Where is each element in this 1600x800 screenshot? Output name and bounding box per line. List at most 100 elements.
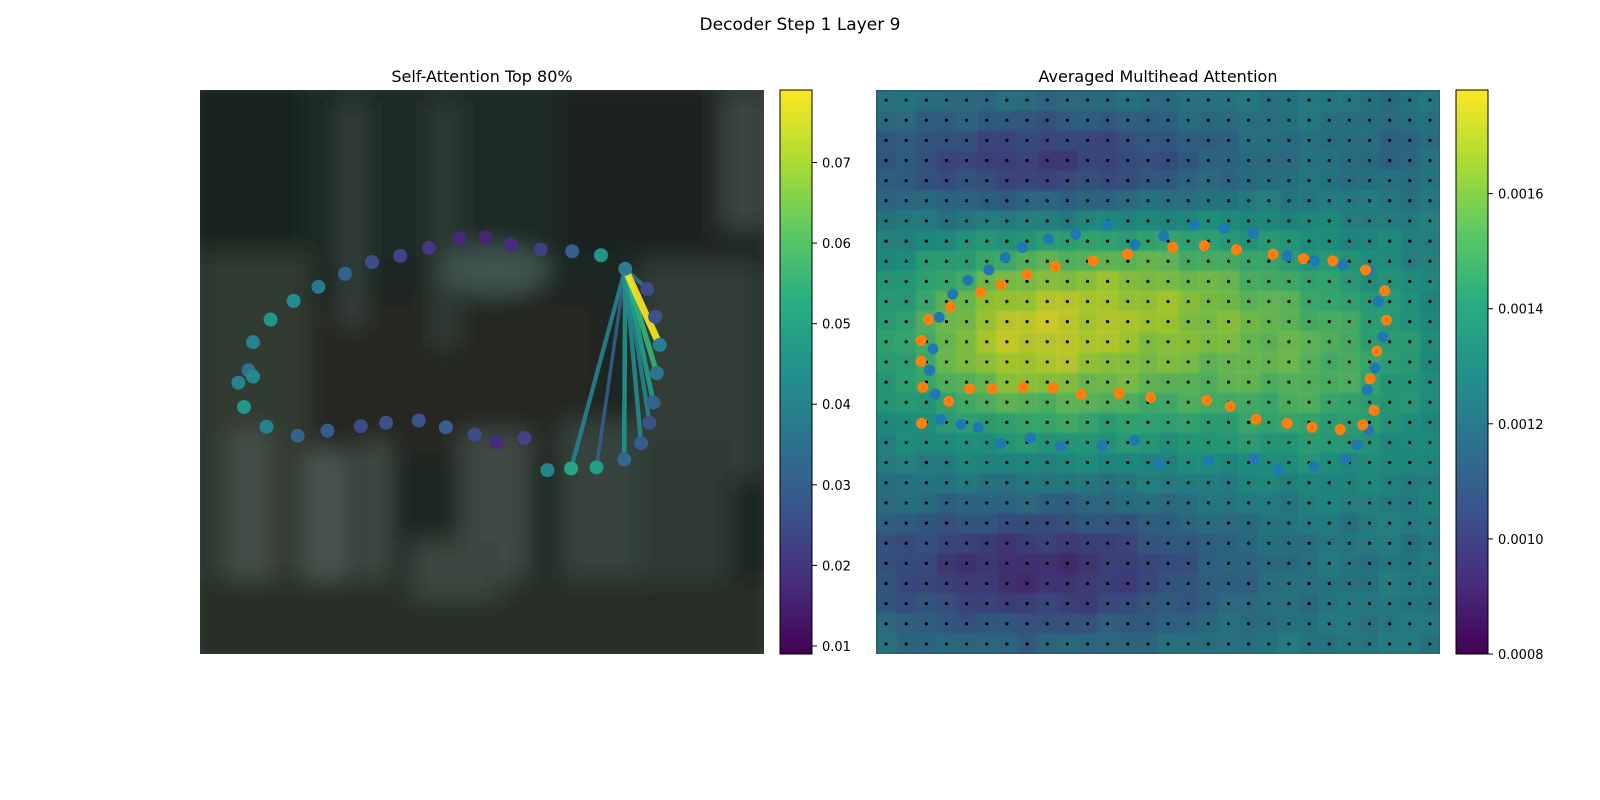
grid-dot	[884, 158, 888, 163]
grid-dot	[1186, 400, 1190, 404]
grid-dot	[1146, 521, 1150, 525]
grid-dot	[1367, 199, 1372, 203]
blue-point	[924, 364, 936, 376]
grid-dot	[1226, 501, 1231, 505]
sequence-point	[517, 430, 532, 445]
grid-dot	[1146, 622, 1150, 626]
grid-dot	[884, 279, 888, 283]
grid-dot	[1267, 400, 1271, 404]
grid-dot	[1327, 440, 1331, 445]
grid-dot	[1367, 98, 1372, 102]
grid-dot	[1065, 239, 1069, 243]
grid-dot	[1085, 420, 1090, 424]
grid-dot	[1327, 279, 1331, 283]
orange-point	[1049, 261, 1061, 273]
grid-dot	[1367, 501, 1372, 505]
grid-dot	[1267, 299, 1271, 304]
grid-dot	[1408, 602, 1412, 606]
grid-dot	[1388, 239, 1392, 243]
grid-dot	[1347, 299, 1351, 304]
grid-dot	[1005, 380, 1009, 384]
sequence-point	[246, 369, 261, 384]
blue-point	[1351, 439, 1363, 451]
grid-dot	[1166, 360, 1170, 364]
grid-dot	[944, 179, 949, 183]
grid-dot	[1388, 259, 1392, 263]
grid-dot	[1065, 98, 1069, 102]
orange-point	[1380, 314, 1392, 326]
grid-dot	[1206, 481, 1210, 485]
grid-dot	[1388, 299, 1392, 304]
grid-dot	[904, 219, 908, 223]
blurred-photo-background	[200, 90, 764, 654]
grid-dot	[1226, 340, 1231, 344]
grid-dot	[1146, 138, 1150, 142]
grid-dot	[904, 279, 908, 283]
grid-dot	[1206, 320, 1210, 324]
orange-point	[1201, 394, 1213, 406]
grid-dot	[1388, 602, 1392, 606]
grid-dot	[1388, 581, 1392, 586]
grid-dot	[1146, 561, 1150, 565]
grid-dot	[884, 360, 888, 364]
grid-dot	[1005, 239, 1009, 243]
grid-dot	[1226, 219, 1231, 223]
grid-dot	[1045, 501, 1049, 505]
grid-dot	[1267, 521, 1271, 525]
grid-dot	[924, 199, 928, 203]
grid-dot	[965, 461, 969, 465]
grid-dot	[1307, 622, 1311, 626]
grid-dot	[1388, 561, 1392, 565]
grid-dot	[1126, 461, 1130, 465]
grid-dot	[944, 642, 949, 646]
grid-dot	[884, 340, 888, 344]
grid-dot	[1085, 541, 1090, 545]
left-plot-title: Self-Attention Top 80%	[391, 67, 572, 86]
grid-dot	[1307, 299, 1311, 304]
grid-dot	[1166, 541, 1170, 545]
grid-dot	[1025, 219, 1029, 223]
grid-dot	[1045, 138, 1049, 142]
grid-dot	[1247, 98, 1251, 102]
grid-dot	[1166, 98, 1170, 102]
grid-dot	[884, 98, 888, 102]
grid-dot	[1045, 622, 1049, 626]
blue-point	[1308, 460, 1320, 472]
grid-dot	[1186, 118, 1190, 122]
sequence-point	[286, 293, 301, 308]
grid-dot	[1367, 521, 1372, 525]
grid-dot	[884, 501, 888, 505]
grid-dot	[904, 461, 908, 465]
grid-dot	[944, 320, 949, 324]
grid-dot	[1226, 179, 1231, 183]
grid-dot	[1408, 481, 1412, 485]
grid-dot	[1347, 541, 1351, 545]
grid-dot	[985, 158, 989, 163]
grid-dot	[1267, 179, 1271, 183]
grid-dot	[924, 622, 928, 626]
colorbar-tick-label: 0.0016	[1498, 188, 1544, 203]
grid-dot	[884, 420, 888, 424]
grid-dot	[1307, 501, 1311, 505]
grid-dot	[1367, 158, 1372, 163]
grid-dot	[1428, 138, 1432, 142]
grid-dot	[1287, 98, 1291, 102]
grid-dot	[1166, 461, 1170, 465]
grid-dot	[1327, 360, 1331, 364]
sequence-point	[618, 261, 633, 276]
grid-dot	[1408, 561, 1412, 565]
grid-dot	[965, 219, 969, 223]
grid-dot	[985, 541, 989, 545]
grid-dot	[1045, 320, 1049, 324]
grid-dot	[1367, 400, 1372, 404]
grid-dot	[944, 622, 949, 626]
grid-dot	[904, 340, 908, 344]
grid-dot	[1247, 521, 1251, 525]
blue-point	[1101, 219, 1113, 231]
grid-dot	[904, 481, 908, 485]
grid-dot	[924, 239, 928, 243]
grid-dot	[1186, 259, 1190, 263]
colorbar-tick-label: 0.03	[822, 479, 851, 494]
grid-dot	[985, 642, 989, 646]
grid-dot	[944, 501, 949, 505]
